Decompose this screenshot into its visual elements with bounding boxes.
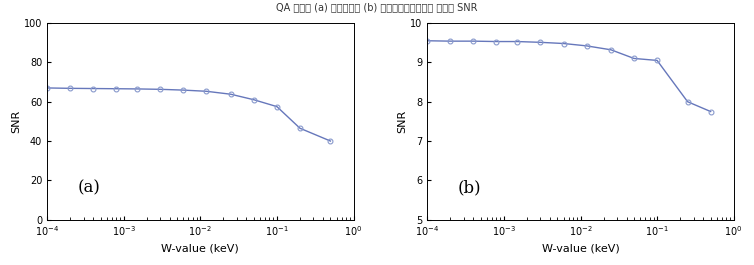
Text: (a): (a) [78,179,100,196]
X-axis label: W-value (keV): W-value (keV) [161,244,239,254]
Y-axis label: SNR: SNR [11,110,21,133]
Text: (b): (b) [458,179,482,196]
X-axis label: W-value (keV): W-value (keV) [541,244,619,254]
Y-axis label: SNR: SNR [397,110,407,133]
Text: QA 팩텐의 (a) 투사영상과 (b) 재구성영상으로부터 계산된 SNR: QA 팩텐의 (a) 투사영상과 (b) 재구성영상으로부터 계산된 SNR [276,3,478,13]
